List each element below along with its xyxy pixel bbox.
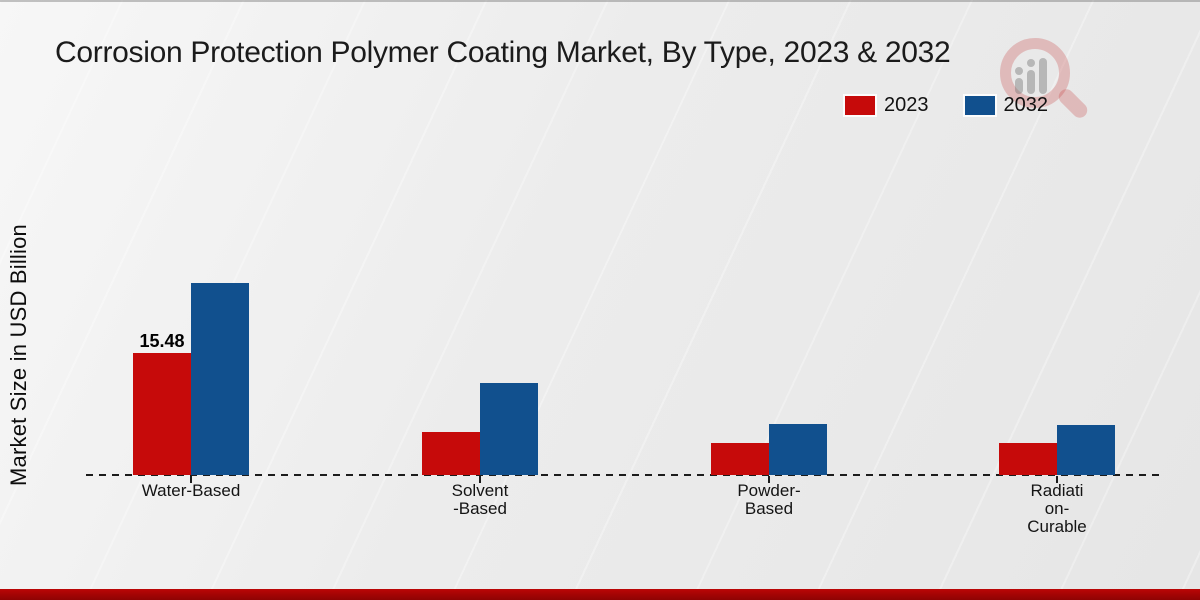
footer-accent-bar [0, 589, 1200, 600]
watermark-logo [998, 36, 1094, 136]
bar-2032-water-based [191, 283, 249, 475]
bar-chart-icon [1027, 70, 1035, 94]
legend-item-2032: 2032 [962, 94, 1049, 117]
bar-2032-powder-based [769, 424, 827, 475]
bar-2032-solvent-based [480, 383, 538, 475]
category-label-radiation-curable: Radiati on- Curable [1027, 481, 1087, 536]
bar-2023-radiation-curable [999, 443, 1057, 475]
legend-swatch-2032 [962, 94, 997, 117]
chart-title: Corrosion Protection Polymer Coating Mar… [55, 36, 951, 69]
bar-chart-dot-icon [1027, 59, 1035, 67]
x-axis-tick [479, 476, 481, 483]
bar-chart-icon [1039, 58, 1047, 94]
top-edge-divider [0, 0, 1200, 2]
bar-2032-radiation-curable [1057, 425, 1115, 475]
x-axis-tick [768, 476, 770, 483]
legend: 2023 2032 [843, 94, 1049, 117]
legend-label: 2032 [1003, 94, 1049, 116]
category-label-water-based: Water-Based [141, 481, 241, 500]
bar-2023-water-based [133, 353, 191, 475]
legend-label: 2023 [884, 94, 929, 116]
x-axis-tick [1056, 476, 1058, 483]
category-label-solvent-based: Solvent -Based [451, 481, 509, 518]
bar-chart-icon [1015, 78, 1023, 94]
bar-2023-powder-based [711, 443, 769, 475]
bar-chart-dot-icon [1015, 67, 1023, 75]
legend-swatch-2023 [843, 94, 877, 117]
category-label-powder-based: Powder- Based [737, 481, 801, 518]
value-label-2023-water-based: 15.48 [139, 331, 185, 351]
bar-2023-solvent-based [422, 432, 480, 475]
x-axis-tick [190, 476, 192, 483]
magnifier-lens-icon [1000, 38, 1070, 108]
legend-item-2023: 2023 [843, 94, 929, 117]
x-axis-baseline [86, 474, 1163, 476]
